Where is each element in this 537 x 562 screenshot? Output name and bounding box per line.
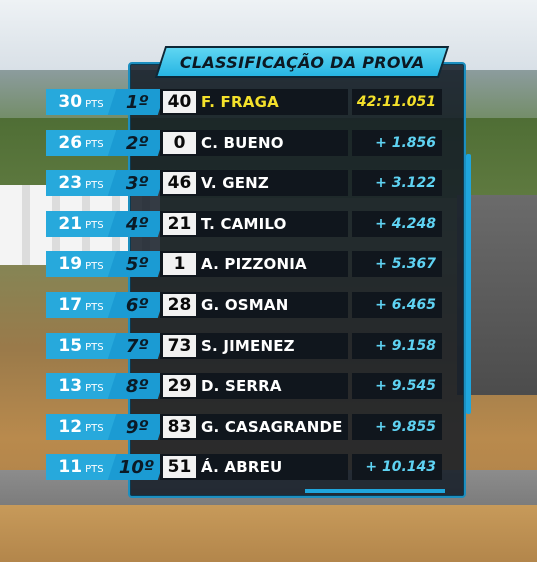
car-number: 40: [163, 91, 196, 113]
standings-row: 12 PTS 9º 83 G. CASAGRANDE + 9.855: [0, 413, 537, 440]
points-value: 19: [58, 254, 83, 275]
car-number: 28: [163, 294, 196, 316]
standings-title: CLASSIFICAÇÃO DA PROVA: [179, 52, 425, 72]
position-value: 2º: [125, 132, 149, 154]
bottom-accent-bar: [305, 489, 445, 493]
position-badge: 3º: [107, 170, 167, 197]
driver-name: F. FRAGA: [201, 93, 279, 111]
points-value: 26: [58, 132, 83, 153]
driver-name: G. CASAGRANDE: [201, 417, 343, 436]
position-badge: 9º: [107, 413, 167, 440]
points-unit: PTS: [85, 260, 104, 272]
points-badge: 11 PTS: [46, 454, 116, 481]
position-value: 1º: [125, 91, 149, 113]
car-number: 83: [163, 415, 196, 438]
position-badge: 2º: [107, 129, 167, 156]
position-badge: 6º: [107, 292, 167, 318]
position-value: 10º: [119, 456, 155, 478]
driver-name: A. PIZZONIA: [201, 255, 307, 274]
panel-edge-accent: [466, 154, 471, 414]
driver-name: C. BUENO: [201, 133, 284, 152]
points-unit: PTS: [85, 382, 104, 394]
position-value: 5º: [125, 253, 149, 275]
position-value: 3º: [125, 172, 149, 194]
points-unit: PTS: [85, 179, 104, 191]
points-value: 30: [58, 92, 83, 112]
points-badge: 12 PTS: [46, 413, 116, 440]
points-badge: 17 PTS: [46, 292, 116, 318]
gap-time: + 10.143: [352, 454, 442, 481]
car-number: 29: [163, 375, 196, 398]
car-number: 73: [163, 334, 196, 357]
driver-name: D. SERRA: [201, 377, 282, 396]
position-badge: 5º: [107, 251, 167, 278]
points-badge: 13 PTS: [46, 373, 116, 400]
points-value: 21: [58, 213, 83, 234]
points-value: 17: [58, 295, 83, 315]
gap-time: + 9.545: [352, 373, 442, 400]
standings-row: 17 PTS 6º 28 G. OSMAN + 6.465: [0, 292, 537, 318]
car-number: 51: [163, 456, 196, 479]
standings-row: 13 PTS 8º 29 D. SERRA + 9.545: [0, 373, 537, 400]
gap-time: + 9.158: [352, 332, 442, 359]
points-value: 11: [58, 457, 83, 478]
standings-row: 19 PTS 5º 1 A. PIZZONIA + 5.367: [0, 251, 537, 278]
points-value: 15: [58, 335, 83, 356]
position-value: 7º: [125, 335, 149, 357]
car-number: 1: [163, 253, 196, 276]
points-badge: 23 PTS: [46, 170, 116, 197]
standings-row: 30 PTS 1º 40 F. FRAGA 42:11.051: [0, 89, 537, 115]
driver-name: G. OSMAN: [201, 296, 289, 314]
driver-name: T. CAMILO: [201, 214, 287, 233]
car-number: 21: [163, 212, 196, 235]
points-unit: PTS: [85, 342, 104, 354]
standings-title-banner: CLASSIFICAÇÃO DA PROVA: [154, 46, 450, 78]
position-value: 8º: [125, 375, 149, 397]
points-unit: PTS: [85, 463, 104, 475]
car-number: 0: [163, 131, 196, 154]
points-value: 23: [58, 173, 83, 194]
points-value: 13: [58, 376, 83, 397]
standings-row: 21 PTS 4º 21 T. CAMILO + 4.248: [0, 210, 537, 237]
points-badge: 21 PTS: [46, 210, 116, 237]
points-badge: 26 PTS: [46, 129, 116, 156]
points-value: 12: [58, 416, 83, 437]
position-badge: 8º: [107, 373, 167, 400]
position-badge: 10º: [107, 454, 167, 481]
driver-name: S. JIMENEZ: [201, 336, 295, 355]
points-badge: 30 PTS: [46, 89, 116, 115]
standings-row: 15 PTS 7º 73 S. JIMENEZ + 9.158: [0, 332, 537, 359]
driver-name: V. GENZ: [201, 174, 269, 193]
runoff-area: [0, 505, 537, 562]
gap-time: + 1.856: [352, 129, 442, 156]
gap-time: 42:11.051: [352, 89, 442, 115]
gap-time: + 5.367: [352, 251, 442, 278]
points-unit: PTS: [85, 423, 104, 435]
standings-row: 26 PTS 2º 0 C. BUENO + 1.856: [0, 129, 537, 156]
gap-time: + 6.465: [352, 292, 442, 318]
position-badge: 1º: [107, 89, 167, 115]
points-unit: PTS: [85, 301, 104, 313]
gap-time: + 3.122: [352, 170, 442, 197]
points-badge: 15 PTS: [46, 332, 116, 359]
standings-row: 23 PTS 3º 46 V. GENZ + 3.122: [0, 170, 537, 197]
points-unit: PTS: [85, 220, 104, 232]
car-number: 46: [163, 172, 196, 195]
gap-time: + 4.248: [352, 210, 442, 237]
points-unit: PTS: [85, 98, 104, 110]
driver-name: Á. ABREU: [201, 458, 283, 477]
position-value: 4º: [125, 213, 149, 235]
gap-time: + 9.855: [352, 413, 442, 440]
points-unit: PTS: [85, 139, 104, 151]
position-badge: 4º: [107, 210, 167, 237]
position-value: 9º: [125, 416, 149, 438]
points-badge: 19 PTS: [46, 251, 116, 278]
position-badge: 7º: [107, 332, 167, 359]
position-value: 6º: [125, 294, 149, 316]
standings-row: 11 PTS 10º 51 Á. ABREU + 10.143: [0, 454, 537, 481]
